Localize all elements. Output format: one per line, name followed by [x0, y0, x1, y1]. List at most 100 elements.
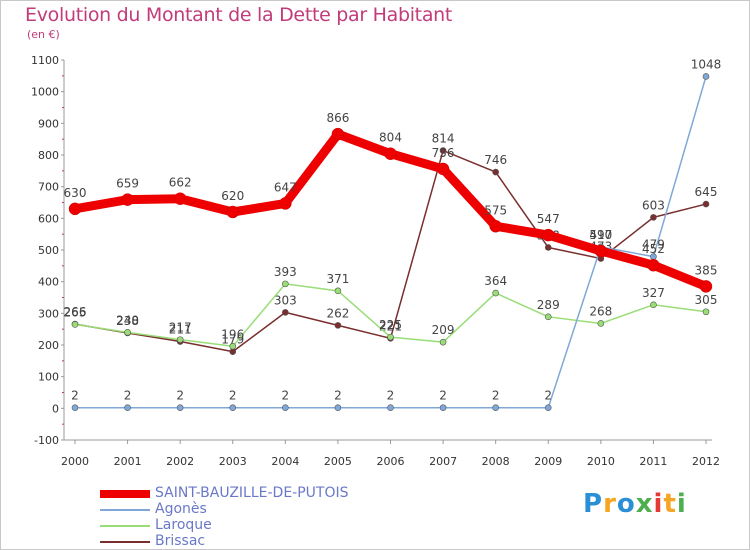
- data-point: [124, 329, 131, 336]
- logo-letter: r: [603, 489, 617, 519]
- data-point: [384, 147, 397, 160]
- x-tick-label: 2003: [219, 455, 247, 468]
- y-tick-label: 900: [38, 117, 59, 130]
- chart-title: Evolution du Montant de la Dette par Hab…: [25, 4, 453, 26]
- data-point: [334, 322, 342, 329]
- data-label: 2: [124, 389, 132, 403]
- data-label: 647: [274, 180, 297, 194]
- data-label: 603: [642, 198, 665, 212]
- data-point: [68, 202, 82, 216]
- data-label: 2: [439, 389, 447, 403]
- data-label: 179: [221, 333, 244, 347]
- data-point: [282, 404, 289, 412]
- chart-subtitle: (en €): [27, 28, 60, 41]
- data-label: 393: [274, 265, 297, 279]
- data-point: [542, 228, 555, 242]
- data-label: 303: [274, 293, 297, 307]
- data-point: [387, 404, 394, 412]
- data-point: [544, 404, 552, 412]
- data-label: 2: [176, 389, 184, 403]
- legend-label: Agonès: [155, 501, 207, 517]
- data-label: 756: [432, 146, 455, 160]
- data-label: 289: [537, 298, 560, 312]
- x-tick-label: 2004: [271, 455, 299, 468]
- x-tick-label: 2005: [324, 455, 352, 468]
- data-label: 452: [642, 242, 665, 256]
- y-tick-label: 600: [38, 212, 59, 225]
- legend-label: Laroque: [155, 517, 212, 533]
- data-label: 2: [71, 389, 79, 403]
- data-point: [282, 280, 289, 288]
- data-label: 645: [695, 185, 718, 199]
- y-tick-label: -100: [34, 434, 59, 447]
- data-label: 2: [492, 389, 500, 403]
- data-point: [334, 287, 342, 295]
- data-point: [176, 404, 184, 412]
- y-tick-label: 1100: [31, 54, 59, 67]
- data-point: [489, 220, 502, 233]
- data-point: [597, 320, 605, 327]
- data-label: 510: [589, 228, 612, 242]
- y-tick-label: 1000: [31, 86, 59, 99]
- legend-swatch: [100, 525, 150, 527]
- data-label: 238: [116, 314, 139, 328]
- data-point: [699, 280, 713, 293]
- data-point: [544, 244, 552, 251]
- data-label: 266: [64, 305, 87, 319]
- legend-swatch: [100, 509, 150, 511]
- data-label: 479: [642, 238, 665, 252]
- data-label: 659: [116, 177, 139, 191]
- data-label: 196: [221, 327, 244, 341]
- x-tick-label: 2010: [587, 455, 615, 468]
- x-tick-label: 2011: [639, 455, 667, 468]
- y-tick-label: 400: [38, 276, 59, 289]
- data-label: 804: [379, 131, 402, 145]
- data-point: [229, 342, 237, 350]
- data-point: [439, 338, 447, 346]
- data-label: 265: [64, 305, 87, 319]
- data-point: [176, 336, 184, 343]
- data-point: [71, 321, 79, 328]
- data-point: [702, 73, 710, 80]
- y-tick-label: 800: [38, 149, 59, 162]
- x-tick-label: 2006: [377, 455, 405, 468]
- data-point: [279, 197, 292, 210]
- data-label: 746: [484, 153, 507, 167]
- y-tick-label: 700: [38, 181, 59, 194]
- x-tick-label: 2009: [534, 455, 562, 468]
- legend-swatch: [100, 541, 150, 543]
- logo-letter: i: [653, 489, 664, 519]
- x-tick-label: 2001: [114, 455, 142, 468]
- legend-label: SAINT-BAUZILLE-DE-PUTOIS: [155, 485, 349, 501]
- x-tick-label: 2002: [166, 455, 194, 468]
- data-label: 814: [432, 132, 455, 146]
- data-point: [647, 258, 660, 272]
- logo-letter: t: [663, 489, 677, 519]
- logo-letter: i: [676, 489, 687, 519]
- logo-letter: o: [616, 489, 636, 519]
- logo-letter: x: [635, 489, 654, 519]
- proxiti-logo: Proxiti: [583, 489, 687, 519]
- data-point: [594, 244, 608, 258]
- data-label: 2: [282, 389, 290, 403]
- data-point: [229, 404, 237, 412]
- data-label: 1048: [691, 57, 722, 71]
- data-label: 209: [432, 323, 455, 337]
- data-point: [173, 192, 187, 205]
- data-point: [331, 127, 345, 141]
- y-tick-label: 200: [38, 339, 59, 352]
- data-point: [492, 289, 499, 297]
- legend-swatch: [100, 490, 150, 498]
- data-label: 630: [64, 186, 87, 200]
- data-point: [702, 308, 710, 316]
- legend-label: Brissac: [155, 533, 206, 549]
- data-point: [282, 309, 289, 316]
- x-tick-label: 2007: [429, 455, 457, 468]
- data-point: [650, 214, 657, 221]
- x-tick-label: 2000: [61, 455, 89, 468]
- data-point: [544, 313, 552, 321]
- data-point: [439, 404, 447, 412]
- logo-letter: P: [583, 489, 604, 519]
